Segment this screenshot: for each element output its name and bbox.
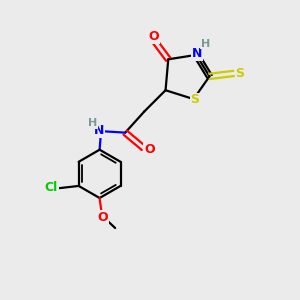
Text: H: H xyxy=(201,39,210,49)
Text: O: O xyxy=(144,143,155,156)
Text: H: H xyxy=(88,118,98,128)
Text: S: S xyxy=(190,94,200,106)
Text: O: O xyxy=(148,30,159,43)
Text: S: S xyxy=(236,67,244,80)
Text: N: N xyxy=(192,47,202,61)
Text: N: N xyxy=(94,124,104,137)
Text: Cl: Cl xyxy=(45,181,58,194)
Text: O: O xyxy=(97,211,108,224)
